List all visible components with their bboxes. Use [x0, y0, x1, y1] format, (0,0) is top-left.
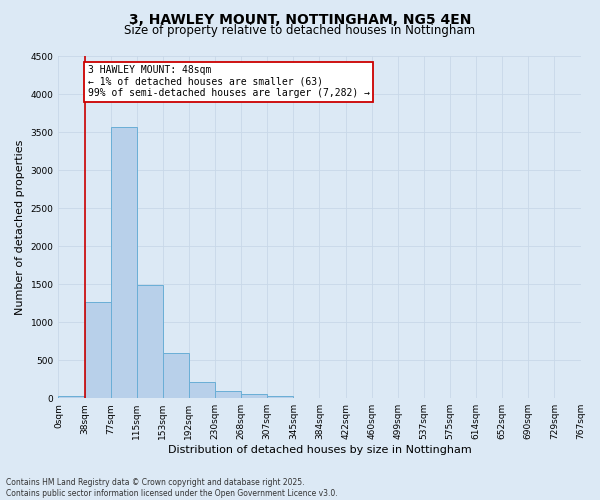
Text: 3 HAWLEY MOUNT: 48sqm
← 1% of detached houses are smaller (63)
99% of semi-detac: 3 HAWLEY MOUNT: 48sqm ← 1% of detached h…: [88, 65, 370, 98]
Bar: [137, 285, 163, 398]
Bar: [110, 128, 137, 398]
Y-axis label: Number of detached properties: Number of detached properties: [15, 140, 25, 315]
Bar: [241, 394, 267, 398]
Bar: [85, 302, 110, 398]
X-axis label: Distribution of detached houses by size in Nottingham: Distribution of detached houses by size …: [167, 445, 472, 455]
Bar: [215, 390, 241, 398]
Text: 3, HAWLEY MOUNT, NOTTINGHAM, NG5 4EN: 3, HAWLEY MOUNT, NOTTINGHAM, NG5 4EN: [129, 12, 471, 26]
Bar: [58, 396, 85, 398]
Bar: [189, 382, 215, 398]
Bar: [267, 396, 293, 398]
Text: Contains HM Land Registry data © Crown copyright and database right 2025.
Contai: Contains HM Land Registry data © Crown c…: [6, 478, 338, 498]
Bar: [163, 352, 189, 398]
Text: Size of property relative to detached houses in Nottingham: Size of property relative to detached ho…: [124, 24, 476, 37]
